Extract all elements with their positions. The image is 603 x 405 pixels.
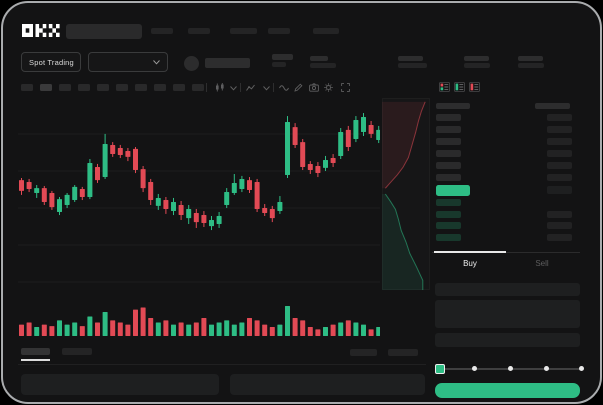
- interval-button[interactable]: [40, 84, 52, 91]
- stat-value-placeholder: [518, 63, 544, 68]
- slider-stop[interactable]: [508, 366, 513, 371]
- chevron-down-icon[interactable]: [263, 86, 270, 91]
- interval-button[interactable]: [97, 84, 109, 91]
- stat-value-placeholder: [464, 63, 490, 68]
- stat-label-placeholder: [398, 56, 423, 61]
- price-field[interactable]: [435, 300, 580, 328]
- candlestick-chart[interactable]: [18, 98, 380, 294]
- footer-action-placeholder[interactable]: [388, 349, 418, 356]
- nav-item-placeholder[interactable]: [188, 28, 210, 34]
- orderbook-mode-asks-icon[interactable]: [469, 82, 480, 92]
- pair-selector[interactable]: [88, 52, 168, 72]
- fullscreen-icon[interactable]: [341, 83, 350, 92]
- interval-button[interactable]: [192, 84, 204, 91]
- buy-button[interactable]: [435, 383, 580, 398]
- interval-button[interactable]: [116, 84, 128, 91]
- interval-button[interactable]: [135, 84, 147, 91]
- wave-icon[interactable]: [279, 85, 289, 91]
- footer-tab-active[interactable]: [21, 348, 50, 355]
- buy-tab[interactable]: Buy: [463, 259, 477, 268]
- nav-item-placeholder[interactable]: [268, 28, 290, 34]
- volume-chart: [19, 306, 380, 336]
- footer-tab-underline: [21, 359, 50, 361]
- stat-label-placeholder: [518, 56, 543, 61]
- indicator-icon[interactable]: [246, 84, 255, 92]
- buy-tab-underline: [434, 251, 506, 253]
- slider-stop[interactable]: [579, 366, 584, 371]
- pair-name-placeholder: [205, 58, 250, 68]
- footer-action-placeholder[interactable]: [350, 349, 377, 356]
- order-type-field[interactable]: [435, 283, 580, 296]
- orderbook-mode-bids-icon[interactable]: [454, 82, 465, 92]
- draw-pencil-icon[interactable]: [294, 83, 303, 92]
- interval-button[interactable]: [78, 84, 90, 91]
- interval-button[interactable]: [154, 84, 166, 91]
- tabs-divider: [432, 252, 580, 253]
- slider-stop[interactable]: [544, 366, 549, 371]
- orderbook-amount-placeholder: [547, 186, 572, 194]
- slider-stop[interactable]: [472, 366, 477, 371]
- amount-field[interactable]: [435, 333, 580, 347]
- stat-value-placeholder: [398, 63, 427, 68]
- footer-panel: [21, 374, 219, 395]
- candle-style-icon[interactable]: [215, 83, 225, 92]
- last-price-placeholder: [272, 54, 293, 60]
- orderbook-header-amount: [535, 103, 570, 109]
- price-change-placeholder: [272, 62, 286, 67]
- nav-item-placeholder[interactable]: [313, 28, 339, 34]
- search-bar[interactable]: [66, 24, 142, 39]
- stat-label-placeholder: [310, 56, 328, 61]
- sell-tab[interactable]: Sell: [535, 259, 549, 268]
- nav-item-placeholder[interactable]: [151, 28, 173, 34]
- stat-label-placeholder: [464, 56, 489, 61]
- camera-icon[interactable]: [309, 83, 319, 92]
- okx-logo[interactable]: [22, 24, 60, 37]
- footer-panel: [230, 374, 425, 395]
- market-type-selector[interactable]: Spot Trading: [21, 52, 81, 72]
- interval-button[interactable]: [173, 84, 185, 91]
- footer-divider: [18, 364, 426, 365]
- stat-value-placeholder: [310, 63, 336, 68]
- orderbook-mode-all-icon[interactable]: [439, 82, 450, 92]
- footer-tab[interactable]: [62, 348, 92, 355]
- slider-handle[interactable]: [435, 364, 445, 374]
- coin-avatar[interactable]: [184, 56, 199, 71]
- last-price-badge[interactable]: [436, 185, 470, 196]
- chevron-down-icon[interactable]: [230, 86, 237, 91]
- gear-icon[interactable]: [324, 83, 333, 92]
- orderbook-header-price: [436, 103, 470, 109]
- interval-button[interactable]: [21, 84, 33, 91]
- nav-item-placeholder[interactable]: [230, 28, 257, 34]
- market-type-label: Spot Trading: [29, 57, 74, 67]
- depth-chart: [382, 98, 430, 290]
- chevron-down-icon: [153, 59, 160, 65]
- interval-button[interactable]: [59, 84, 71, 91]
